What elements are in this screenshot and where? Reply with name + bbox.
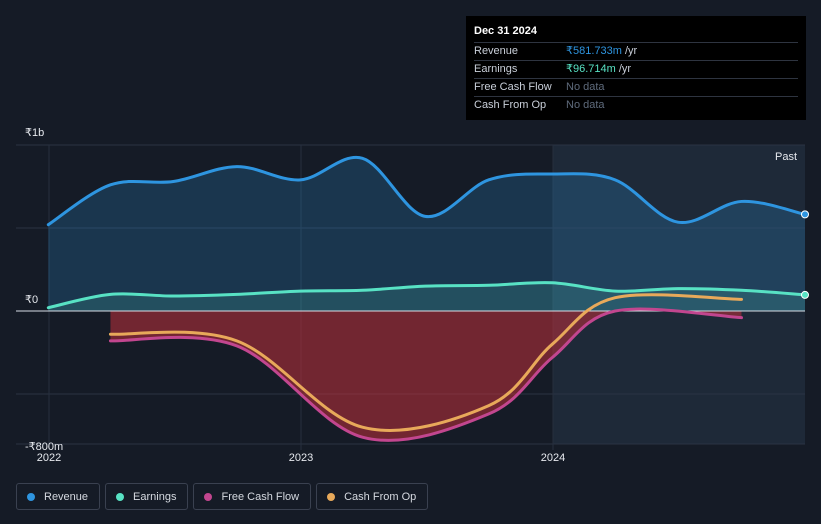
tooltip-value: No data — [566, 81, 605, 93]
legend-label: Cash From Op — [344, 490, 417, 503]
legend-label: Free Cash Flow — [221, 490, 300, 503]
legend: Revenue Earnings Free Cash Flow Cash Fro… — [16, 483, 429, 510]
legend-label: Earnings — [133, 490, 177, 503]
earnings-area — [48, 282, 806, 311]
cash-from-op-line — [108, 293, 743, 432]
earnings-line — [46, 281, 807, 310]
past-label: Past — [775, 151, 797, 163]
revenue-line — [46, 155, 807, 227]
tooltip-row-cash-from-op: Cash From Op No data — [474, 96, 798, 114]
y-tick-label: ₹1b — [25, 127, 44, 139]
tooltip-row-revenue: Revenue ₹581.733m /yr — [474, 42, 798, 60]
legend-dot-icon — [27, 492, 35, 501]
tooltip-value: No data — [566, 99, 605, 111]
free-cash-flow-line — [108, 307, 743, 442]
tooltip-label: Cash From Op — [474, 99, 547, 111]
legend-item-revenue[interactable]: Revenue — [16, 483, 101, 510]
x-tick-label: 2024 — [541, 452, 565, 464]
tooltip-date: Dec 31 2024 — [474, 25, 537, 37]
legend-item-cash-from-op[interactable]: Cash From Op — [316, 483, 429, 510]
tooltip-label: Free Cash Flow — [474, 81, 552, 93]
legend-dot-icon — [327, 492, 336, 501]
legend-label: Revenue — [44, 490, 89, 503]
tooltip-label: Revenue — [474, 45, 519, 57]
x-tick-label: 2023 — [289, 452, 313, 464]
tooltip: Dec 31 2024 Revenue ₹581.733m /yr Earnin… — [466, 16, 806, 120]
tooltip-unit: /yr — [618, 63, 632, 75]
y-tick-label: ₹0 — [25, 294, 38, 306]
legend-item-earnings[interactable]: Earnings — [105, 483, 189, 510]
legend-dot-icon — [116, 492, 125, 501]
legend-item-free-cash-flow[interactable]: Free Cash Flow — [193, 483, 312, 510]
tooltip-row-free-cash-flow: Free Cash Flow No data — [474, 78, 798, 96]
revenue-area — [48, 157, 806, 311]
tooltip-label: Earnings — [474, 63, 518, 75]
earnings-endpoint — [801, 290, 809, 299]
x-tick-label: 2022 — [37, 452, 61, 464]
y-tick-label: -₹800m — [25, 441, 63, 453]
legend-dot-icon — [204, 492, 213, 501]
tooltip-row-earnings: Earnings ₹96.714m /yr — [474, 60, 798, 78]
tooltip-value: ₹581.733m — [566, 45, 622, 57]
revenue-endpoint — [801, 210, 809, 219]
tooltip-value: ₹96.714m — [566, 63, 616, 75]
tooltip-unit: /yr — [624, 45, 638, 57]
free-cash-flow-area — [110, 309, 742, 441]
